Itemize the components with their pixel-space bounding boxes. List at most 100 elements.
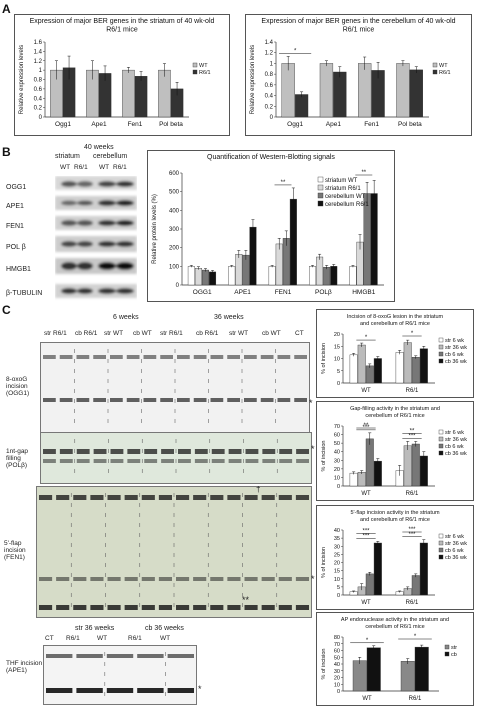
gel-band bbox=[194, 449, 208, 454]
bar bbox=[289, 198, 297, 286]
bar bbox=[400, 661, 415, 692]
gel-band bbox=[296, 459, 309, 463]
significance-label: * bbox=[365, 335, 368, 341]
gel-band bbox=[158, 577, 172, 581]
gel-age-36: 36 weeks bbox=[214, 314, 244, 321]
legend-swatch bbox=[438, 358, 444, 364]
y-tick-label: 70 bbox=[334, 424, 340, 430]
bar bbox=[411, 443, 420, 487]
chart-c-ap-svg: AP endonuclease activity in the striatum… bbox=[321, 617, 457, 702]
legend-swatch bbox=[438, 429, 444, 435]
bar bbox=[357, 344, 366, 384]
bar bbox=[268, 266, 276, 286]
gel-band bbox=[160, 398, 173, 402]
gel-band bbox=[193, 605, 207, 610]
thf-lane-label: WT bbox=[160, 635, 171, 642]
bar bbox=[158, 69, 171, 118]
gel-lane-label: cb R6/1 bbox=[75, 330, 98, 337]
blot-tissue-striatum: striatum bbox=[55, 153, 80, 160]
gel-band bbox=[211, 459, 225, 463]
gel-band bbox=[107, 495, 121, 500]
thf-lane-label: R6/1 bbox=[66, 635, 80, 642]
blot-protein-label: HMGB1 bbox=[6, 266, 31, 273]
gel-band bbox=[193, 398, 207, 402]
x-tick-label: WT bbox=[361, 600, 371, 606]
y-tick-label: 0.2 bbox=[34, 106, 43, 112]
chart-c-flap-svg: 5'-flap incision activity in the striatu… bbox=[321, 510, 467, 606]
gel-band bbox=[144, 459, 158, 463]
bar bbox=[414, 646, 429, 692]
gel-band bbox=[210, 577, 224, 581]
gel-band bbox=[194, 459, 208, 463]
gel-band bbox=[107, 605, 121, 610]
chart-title-line: Expression of major BER genes in the cer… bbox=[261, 18, 455, 25]
legend-label: str 36 wk bbox=[445, 437, 467, 443]
gel-band bbox=[161, 459, 174, 463]
y-axis-label: Relative expression levels bbox=[19, 45, 25, 114]
chart-title-line: AP endonuclease activity in the striatum… bbox=[341, 617, 449, 623]
legend-swatch bbox=[317, 192, 324, 199]
gel-band bbox=[261, 577, 275, 581]
legend-swatch bbox=[317, 176, 324, 183]
gel-band bbox=[56, 577, 70, 581]
bar bbox=[395, 352, 404, 384]
gel-band bbox=[176, 495, 190, 500]
gel-gap-filling bbox=[40, 432, 312, 484]
y-axis-label: Relative protein levels (%) bbox=[152, 194, 158, 264]
gel-thf-asterisk: * bbox=[198, 684, 202, 694]
label-8oxog: 8-oxoG incision (OGG1) bbox=[6, 376, 30, 397]
thf-head-str: str 36 weeks bbox=[75, 625, 115, 632]
bar bbox=[333, 71, 347, 118]
y-tick-label: 30 bbox=[334, 669, 340, 675]
gel-band bbox=[176, 577, 190, 581]
gel-8oxog-bands bbox=[43, 349, 307, 429]
legend-label: str 36 wk bbox=[445, 345, 467, 351]
y-tick-label: 5 bbox=[337, 369, 340, 375]
gel-band bbox=[76, 355, 90, 359]
gel-flap bbox=[36, 486, 312, 618]
gel-band bbox=[107, 577, 121, 581]
significance-label: ** bbox=[364, 423, 369, 429]
x-tick-label: WT bbox=[361, 491, 371, 497]
gel-band bbox=[110, 398, 123, 402]
y-tick-label: 15 bbox=[334, 569, 340, 575]
gel-band bbox=[73, 577, 87, 581]
gel-band bbox=[193, 355, 207, 359]
gel-band bbox=[141, 577, 155, 581]
bar bbox=[309, 266, 317, 286]
chart-title-line: and cerebellum of R6/1 mice bbox=[360, 321, 430, 327]
bar bbox=[411, 357, 420, 384]
bar bbox=[122, 69, 135, 118]
y-tick-label: 20 bbox=[334, 676, 340, 682]
x-tick-label: OGG1 bbox=[193, 289, 212, 296]
blot-protein-label: POL β bbox=[6, 244, 26, 251]
chart-a-striatum-svg: Expression of major BER genes in the str… bbox=[19, 18, 215, 128]
gel-band bbox=[279, 459, 293, 463]
gel-band bbox=[295, 577, 309, 581]
chart-title-line: cerebellum of R6/1 mice bbox=[365, 413, 424, 419]
y-tick-label: 500 bbox=[169, 190, 180, 196]
gel-band bbox=[158, 605, 172, 610]
gel-band bbox=[143, 398, 157, 402]
y-tick-label: 60 bbox=[334, 649, 340, 655]
gel-band bbox=[295, 495, 309, 500]
gel-band bbox=[43, 398, 56, 402]
y-tick-label: 0.2 bbox=[265, 104, 274, 110]
gel-band bbox=[39, 495, 53, 500]
legend-label: WT bbox=[199, 63, 208, 69]
y-tick-label: 25 bbox=[334, 552, 340, 558]
gel-age-6: 6 weeks bbox=[113, 314, 139, 321]
chart-title-line: and cerebellum of R6/1 mice bbox=[360, 517, 430, 523]
x-tick-label: R6/1 bbox=[406, 388, 419, 394]
chart-title-line: 5'-flap incision activity in the striatu… bbox=[350, 510, 440, 516]
gel-band bbox=[244, 355, 257, 359]
significance-label: * bbox=[414, 634, 417, 640]
bar bbox=[349, 354, 358, 384]
y-tick-label: 1 bbox=[270, 61, 274, 67]
bar bbox=[365, 438, 374, 487]
bar bbox=[349, 472, 358, 487]
x-tick-label: Ogg1 bbox=[55, 121, 71, 128]
gel-8oxog bbox=[40, 342, 310, 434]
gel-band bbox=[167, 654, 194, 658]
gel-band bbox=[227, 577, 241, 581]
